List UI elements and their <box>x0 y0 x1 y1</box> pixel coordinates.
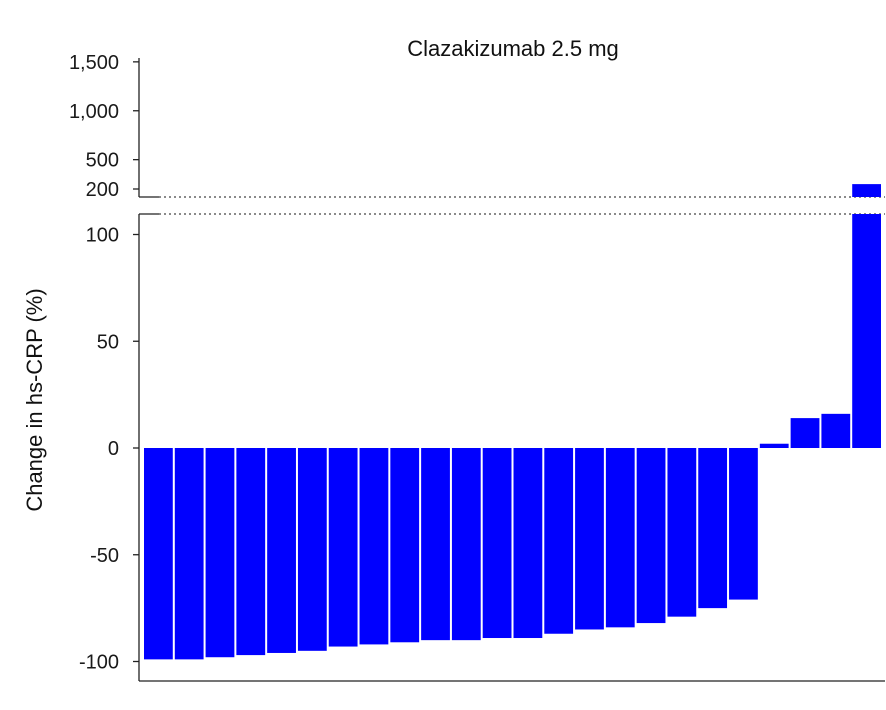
bar <box>390 448 420 643</box>
lower-y-tick-label: 0 <box>108 438 119 460</box>
bar <box>575 448 604 630</box>
bar <box>729 448 758 600</box>
bar <box>482 448 512 639</box>
upper-y-tick-label: 500 <box>86 150 119 172</box>
upper-y-tick-label: 200 <box>86 179 119 201</box>
bar-upper-segment <box>852 184 881 197</box>
lower-y-tick-label: -100 <box>79 652 119 674</box>
lower-y-tick-label: -50 <box>90 545 119 567</box>
chart-title: Clazakizumab 2.5 mg <box>407 36 619 61</box>
upper-y-tick-label: 1,000 <box>69 101 119 123</box>
bar <box>698 448 728 609</box>
lower-y-tick-label: 50 <box>97 331 119 353</box>
bar <box>297 448 327 651</box>
y-axis-title: Change in hs-CRP (%) <box>22 288 47 511</box>
bar <box>144 448 173 660</box>
bar <box>852 214 881 448</box>
bar <box>605 448 635 628</box>
bar <box>759 443 789 448</box>
bar <box>513 448 543 639</box>
bar <box>328 448 358 647</box>
bar <box>544 448 574 634</box>
bar <box>174 448 204 660</box>
bar <box>636 448 666 624</box>
bar <box>267 448 296 653</box>
bar <box>205 448 235 658</box>
bar <box>236 448 266 656</box>
bar <box>821 413 851 448</box>
lower-y-tick-label: 100 <box>86 225 119 247</box>
upper-axis-panel: 200 500 1,000 1,500 <box>69 52 885 201</box>
bar <box>359 448 389 645</box>
bars-group <box>144 184 881 660</box>
lower-axis-panel: -100 -50 0 50 100 <box>79 213 885 682</box>
bar <box>790 418 820 448</box>
bar <box>451 448 481 641</box>
bar <box>421 448 450 641</box>
bar <box>667 448 697 617</box>
upper-y-tick-label: 1,500 <box>69 52 119 74</box>
